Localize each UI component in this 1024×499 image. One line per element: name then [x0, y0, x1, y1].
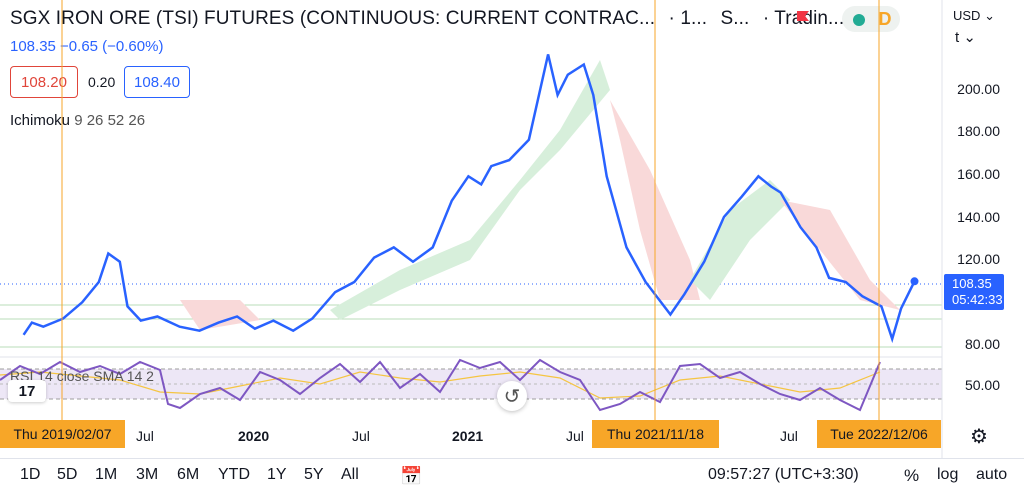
price-axis-tick: 80.00	[964, 336, 1000, 352]
price-axis-tick: 200.00	[957, 81, 1000, 97]
tradingview-logo[interactable]: 17	[8, 380, 46, 402]
rsi-axis-tick: 50.00	[964, 377, 1000, 393]
bar-countdown: 05:42:33	[952, 292, 1003, 307]
last-price-value: 108.35	[952, 276, 992, 291]
range-button-6m[interactable]: 6M	[177, 466, 200, 483]
ichimoku-cloud-green	[330, 60, 610, 320]
time-axis-tick: Jul	[352, 428, 370, 444]
reset-chart-button[interactable]: ↺	[497, 381, 527, 411]
market-open-dot-icon	[853, 14, 865, 26]
price-series-line	[22, 54, 916, 344]
currency-selector[interactable]: USD ⌄	[953, 8, 995, 23]
price-axis-tick: 120.00	[957, 251, 1000, 267]
range-button-3m[interactable]: 3M	[136, 466, 159, 483]
rsi-line	[0, 358, 881, 412]
ichimoku-cloud-red	[780, 200, 900, 310]
time-axis-tick: Jul	[136, 428, 154, 444]
sell-price-button[interactable]: 108.20	[10, 66, 78, 98]
range-button-1y[interactable]: 1Y	[267, 466, 287, 483]
rsi-indicator-label[interactable]: RSI 14 close SMA 14 2	[10, 368, 154, 384]
price-axis-tick: 140.00	[957, 209, 1000, 225]
auto-scale-toggle[interactable]: auto	[976, 466, 1008, 483]
last-price-change: 108.35 −0.65 (−0.60%)	[10, 38, 164, 55]
buy-price-button[interactable]: 108.40	[124, 66, 190, 98]
market-status-pill[interactable]	[842, 6, 900, 32]
ichimoku-name: Ichimoku	[10, 112, 71, 129]
range-button-1d[interactable]: 1D	[20, 466, 41, 483]
ichimoku-cloud-red	[180, 300, 260, 330]
exchange-label: S...	[720, 8, 750, 29]
range-button-ytd[interactable]: YTD	[218, 466, 250, 483]
date-marker-tag: Thu 2019/02/07	[0, 420, 125, 448]
range-button-5y[interactable]: 5Y	[304, 466, 324, 483]
timezone-clock[interactable]: 09:57:27 (UTC+3:30)	[708, 466, 859, 483]
last-price-tag: 108.35 05:42:33	[944, 274, 1004, 310]
time-axis-tick: 2021	[452, 428, 484, 444]
time-axis-tick: Jul	[780, 428, 798, 444]
range-button-5d[interactable]: 5D	[57, 466, 78, 483]
reset-icon: ↺	[503, 385, 521, 408]
ichimoku-cloud-green	[690, 180, 790, 300]
delayed-data-badge[interactable]: D	[878, 8, 892, 29]
unit-selector[interactable]: t ⌄	[955, 29, 976, 46]
last-price-dot	[910, 277, 919, 286]
range-button-all[interactable]: All	[341, 466, 359, 483]
time-axis-tick: Jul	[566, 428, 584, 444]
date-marker-tag: Tue 2022/12/06	[817, 420, 941, 448]
time-axis-tick: 2020	[238, 428, 270, 444]
interval-label[interactable]: · 1...	[668, 8, 708, 29]
bottom-toolbar	[0, 458, 1024, 499]
go-to-date-calendar-icon[interactable]: 📅	[400, 466, 423, 486]
chart-settings-icon[interactable]: ⚙	[970, 426, 988, 448]
log-scale-toggle[interactable]: log	[937, 466, 959, 483]
flag-icon[interactable]	[796, 10, 810, 24]
rsi-ma-line	[0, 371, 881, 399]
ichimoku-indicator-label[interactable]: Ichimoku 9 26 52 26	[10, 112, 145, 129]
range-button-1m[interactable]: 1M	[95, 466, 118, 483]
ichimoku-params: 9 26 52 26	[74, 112, 146, 129]
spread-value: 0.20	[88, 74, 116, 90]
price-axis-tick: 160.00	[957, 166, 1000, 182]
symbol-title[interactable]: SGX IRON ORE (TSI) FUTURES (CONTINUOUS: …	[10, 8, 656, 29]
date-marker-tag: Thu 2021/11/18	[592, 420, 719, 448]
price-axis-tick: 180.00	[957, 123, 1000, 139]
percent-scale-toggle[interactable]: %	[904, 466, 920, 485]
